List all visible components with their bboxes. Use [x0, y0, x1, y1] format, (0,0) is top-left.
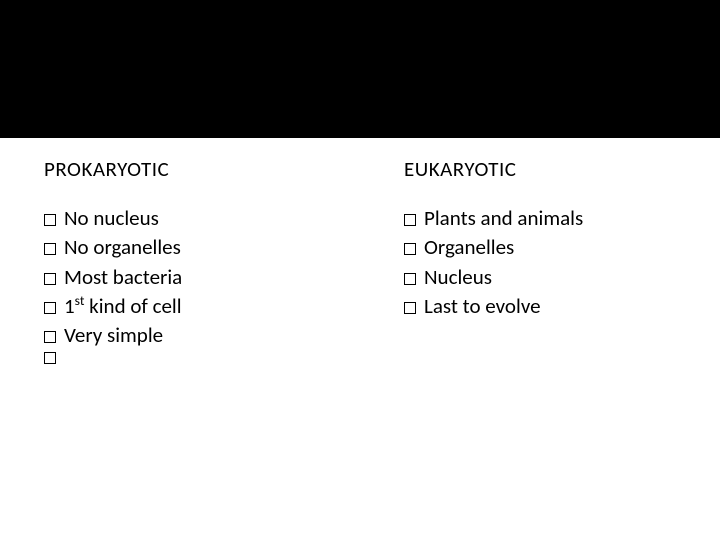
item-text: No organelles [64, 233, 181, 261]
item-text: Most bacteria [64, 263, 182, 291]
list-item: Plants and animals [404, 204, 720, 232]
list-item: Very simple [44, 321, 360, 349]
list-item: 1st kind of cell [44, 292, 360, 320]
checkbox-icon [44, 243, 56, 255]
list-item: Most bacteria [44, 263, 360, 291]
list-item: Last to evolve [404, 292, 720, 320]
list-item: No nucleus [44, 204, 360, 232]
checkbox-icon [44, 331, 56, 343]
item-list: Plants and animals Organelles Nucleus La… [404, 204, 720, 320]
column-eukaryotic: EUKARYOTIC Plants and animals Organelles… [360, 156, 720, 364]
item-text: Very simple [64, 321, 163, 349]
column-heading: EUKARYOTIC [404, 156, 720, 182]
item-text: 1st kind of cell [64, 292, 182, 320]
checkbox-icon [44, 352, 56, 364]
item-text: Organelles [424, 233, 514, 261]
list-item [44, 351, 360, 363]
checkbox-icon [404, 273, 416, 285]
column-heading: PROKARYOTIC [44, 156, 360, 182]
header-band [0, 0, 720, 138]
column-prokaryotic: PROKARYOTIC No nucleus No organelles Mos… [0, 156, 360, 364]
checkbox-icon [44, 302, 56, 314]
list-item: Nucleus [404, 263, 720, 291]
content-area: PROKARYOTIC No nucleus No organelles Mos… [0, 138, 720, 364]
item-text: Plants and animals [424, 204, 583, 232]
item-text: Nucleus [424, 263, 492, 291]
list-item: Organelles [404, 233, 720, 261]
checkbox-icon [404, 243, 416, 255]
item-list: No nucleus No organelles Most bacteria 1… [44, 204, 360, 363]
list-item: No organelles [44, 233, 360, 261]
item-text: No nucleus [64, 204, 159, 232]
checkbox-icon [44, 273, 56, 285]
checkbox-icon [44, 214, 56, 226]
checkbox-icon [404, 302, 416, 314]
item-text: Last to evolve [424, 292, 541, 320]
checkbox-icon [404, 214, 416, 226]
